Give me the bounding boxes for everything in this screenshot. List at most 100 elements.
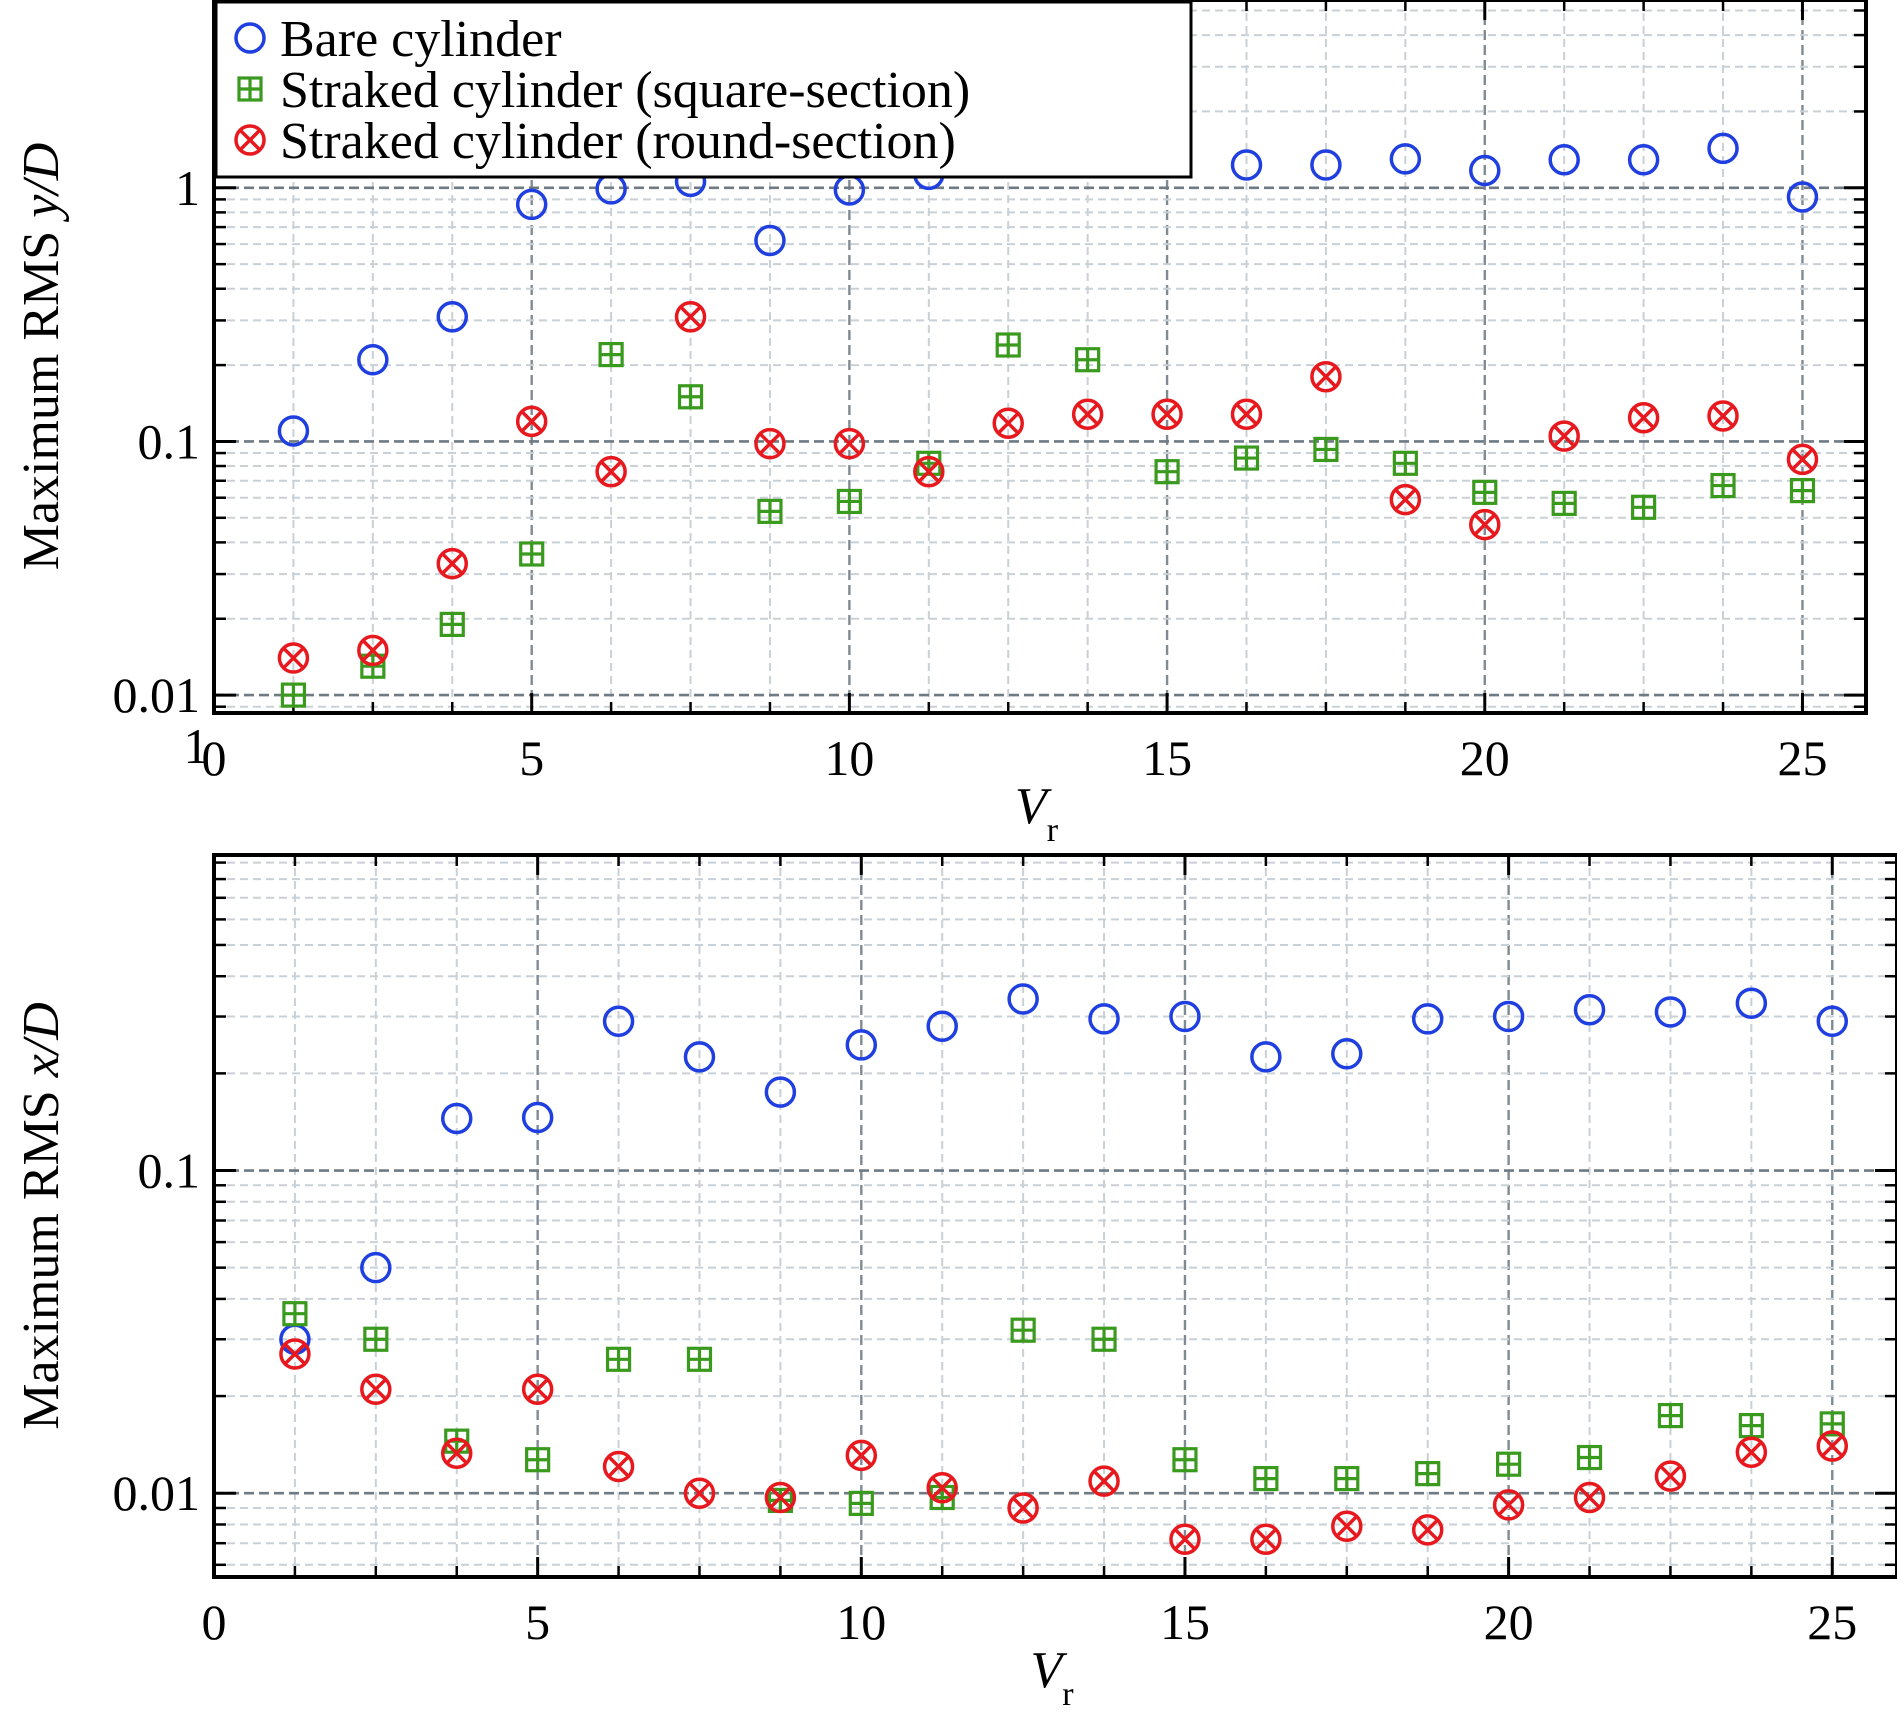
data-point: [357, 343, 389, 376]
data-point: [1411, 1514, 1444, 1546]
data-point: [360, 1373, 392, 1405]
data-point: [674, 301, 707, 333]
data-point: [1627, 401, 1660, 434]
data-point: [1548, 420, 1580, 452]
data-point: [1492, 1000, 1525, 1033]
data-point: [1786, 443, 1819, 476]
y-tick-label: 1: [175, 160, 200, 216]
data-point: [1010, 1317, 1036, 1343]
data-point: [1789, 478, 1816, 504]
data-point: [1735, 987, 1768, 1019]
x-axis-title-subscript: r: [1047, 812, 1059, 849]
data-point: [1310, 149, 1342, 181]
data-point: [1250, 1041, 1282, 1073]
y-axis-title-top: Maximum RMS y/D: [13, 143, 70, 571]
data-point: [683, 1041, 716, 1073]
plot-frame-top: [212, 0, 1868, 715]
data-point: [992, 407, 1024, 439]
data-points-top: [277, 123, 1819, 708]
data-point: [1151, 398, 1183, 431]
data-point: [1735, 1436, 1768, 1468]
data-point: [598, 341, 624, 368]
legend-marker: [234, 22, 266, 54]
x-tick-label: 25: [1777, 730, 1827, 786]
y-tick-label: 0.1: [138, 1143, 201, 1199]
legend-marker: [237, 76, 263, 102]
data-point: [1313, 436, 1339, 463]
data-point: [1389, 143, 1422, 175]
x-tick-label: 20: [1484, 1594, 1534, 1650]
data-point: [602, 1450, 635, 1483]
data-point: [1230, 149, 1263, 181]
x-axis-title-var: V: [1031, 1642, 1068, 1699]
y-tick-label: 0.01: [113, 667, 201, 723]
data-point: [1707, 400, 1739, 432]
data-point: [1654, 996, 1687, 1028]
y-tick-label: 0.1: [138, 413, 201, 469]
data-point: [754, 427, 786, 460]
legend-item: Bare cylinder: [234, 11, 562, 68]
data-point: [1250, 1523, 1282, 1556]
data-point: [280, 682, 307, 708]
top-chart: 0 5 10 15 20 25 0.01 0.1 1 1 Vr Maximum RMS y/D…: [13, 0, 1868, 849]
data-point: [1627, 143, 1660, 176]
x-tick-labels-bottom: 0 5 10 15 20 25: [202, 1594, 1858, 1650]
data-point: [436, 301, 469, 333]
data-point: [995, 332, 1021, 358]
y-tick-label: 0.01: [113, 1465, 201, 1521]
data-point: [1710, 472, 1736, 499]
data-point: [360, 1251, 392, 1284]
y-tick-labels-bottom: 0.01 0.1: [113, 1143, 201, 1522]
data-point: [1331, 1510, 1363, 1543]
data-point: [1576, 1444, 1603, 1471]
data-point: [1573, 1481, 1606, 1514]
data-point: [440, 1102, 473, 1135]
data-point: [845, 1029, 878, 1061]
x-tick-label: 15: [1142, 730, 1192, 786]
y-axis-title-var: x/D: [13, 1002, 70, 1078]
x-axis-title-var: V: [1015, 778, 1052, 835]
x-tick-label: 5: [525, 1594, 550, 1650]
data-point: [602, 1005, 635, 1038]
y-axis-title-prefix: Maximum RMS: [13, 1077, 70, 1430]
data-point: [1469, 508, 1501, 541]
data-point: [1816, 1430, 1849, 1462]
legend-label: Straked cylinder (square-section): [280, 62, 970, 119]
data-point: [1469, 154, 1501, 187]
data-point: [836, 488, 862, 515]
data-point: [1496, 1451, 1522, 1477]
y-axis-title-bottom: Maximum RMS x/D: [13, 1002, 70, 1430]
x-axis-title-subscript: r: [1062, 1676, 1074, 1713]
data-point: [279, 1338, 311, 1370]
data-point: [1007, 983, 1039, 1015]
data-point: [1657, 1402, 1684, 1429]
data-point: [521, 1101, 554, 1134]
data-point: [1707, 132, 1739, 165]
data-point: [1389, 483, 1422, 516]
data-point: [757, 498, 783, 524]
data-point: [764, 1481, 797, 1514]
data-point: [833, 427, 866, 460]
data-point: [436, 547, 469, 580]
data-point: [515, 405, 548, 438]
data-point: [1253, 1465, 1279, 1492]
legend-item: Straked cylinder (square-section): [237, 62, 970, 119]
data-point: [754, 224, 786, 257]
data-point: [360, 653, 386, 679]
data-point: [926, 1010, 958, 1042]
data-point: [764, 1076, 797, 1108]
data-point: [1169, 1000, 1201, 1033]
data-point: [1230, 398, 1263, 431]
data-point: [440, 1437, 473, 1469]
data-point: [1091, 1326, 1117, 1352]
x-tick-label: 0: [202, 730, 227, 786]
data-point: [1310, 360, 1342, 393]
x-tick-label: 5: [519, 730, 544, 786]
data-point: [1071, 398, 1104, 431]
data-point: [1654, 1460, 1687, 1492]
series-square-plus: [282, 1301, 1845, 1516]
bottom-chart: 0 5 10 15 20 25 0.01 0.1 Vr Maximum RMS x/D: [13, 853, 1897, 1713]
data-point: [1411, 1003, 1444, 1035]
